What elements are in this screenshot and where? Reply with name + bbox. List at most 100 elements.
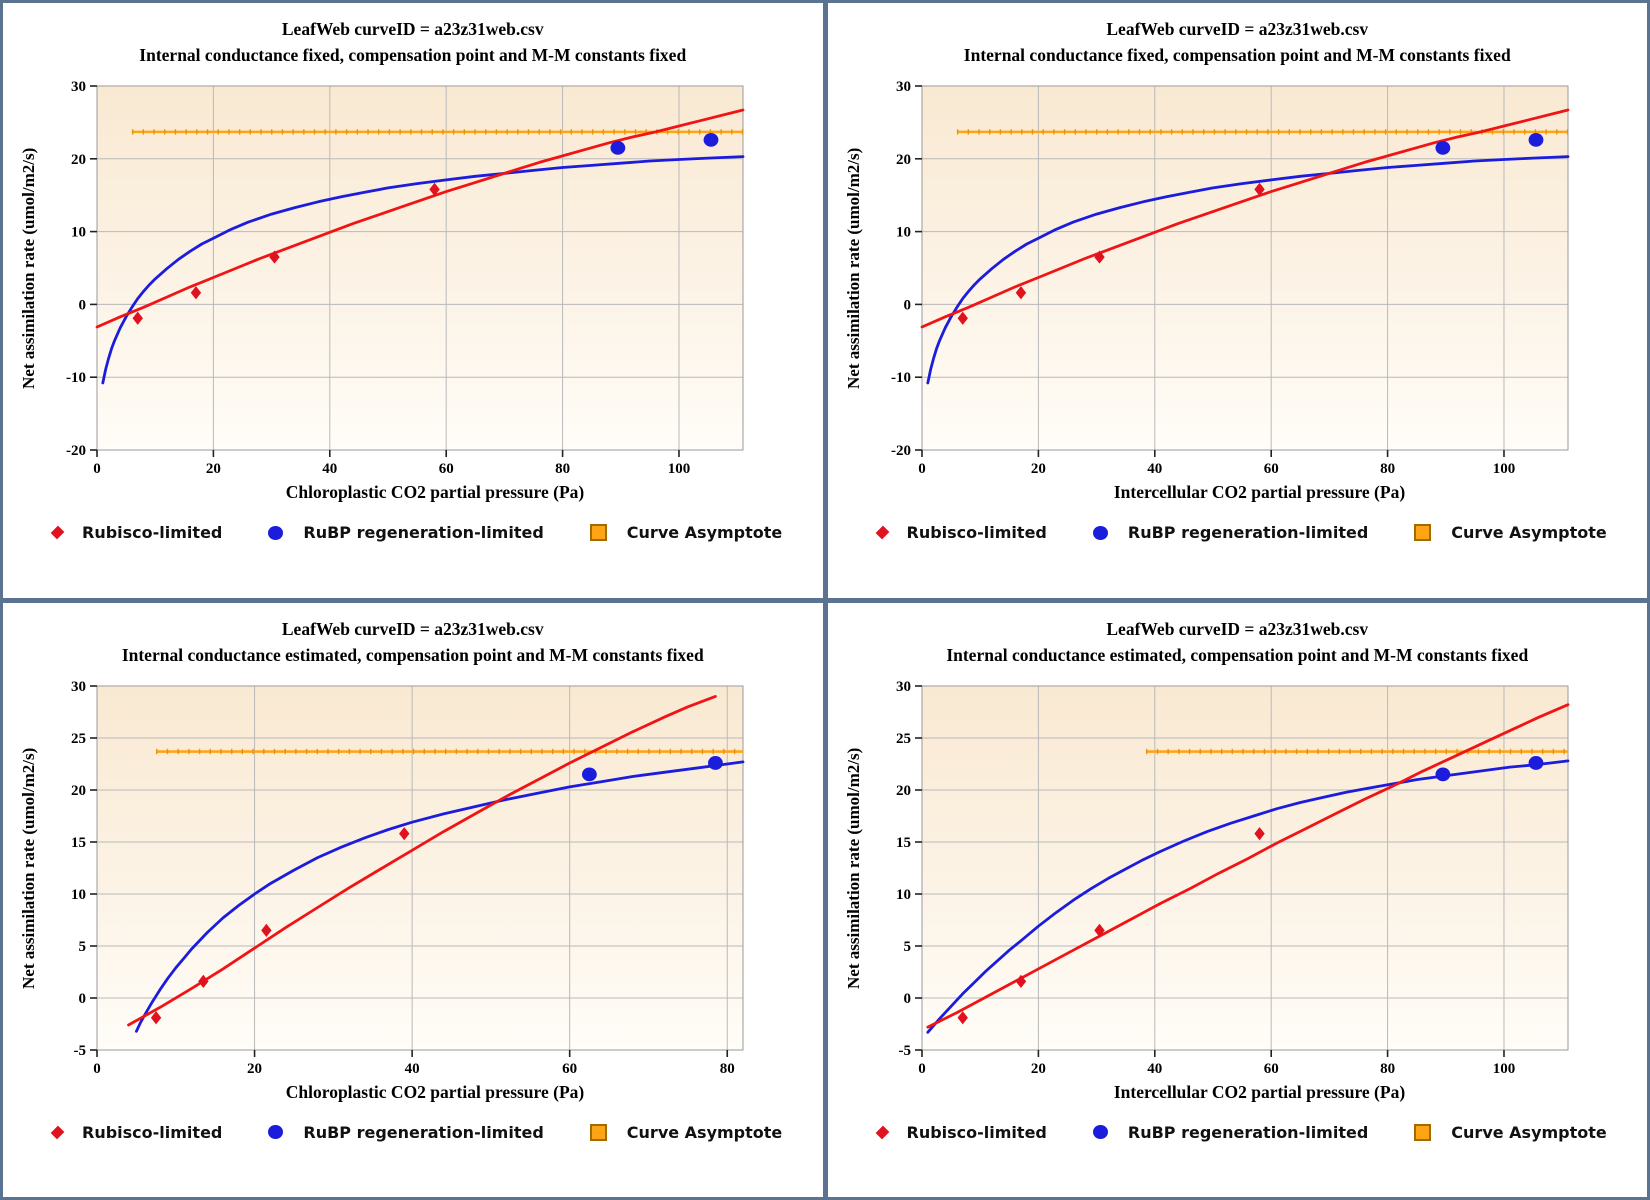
x-axis-title: Chloroplastic CO2 partial pressure (Pa)	[285, 1081, 585, 1102]
svg-text:100: 100	[1492, 461, 1515, 477]
legend-item-asymptote: Curve Asymptote	[589, 1122, 783, 1142]
svg-text:20: 20	[71, 783, 86, 799]
svg-text:60: 60	[1263, 1061, 1278, 1077]
svg-text:80: 80	[720, 1061, 735, 1077]
diamond-icon	[50, 1125, 65, 1139]
svg-text:30: 30	[896, 79, 911, 95]
chart-panel-bottom-right: LeafWeb curveID = a23z31web.csv Internal…	[827, 602, 1648, 1197]
x-axis-title: Intercellular CO2 partial pressure (Pa)	[1113, 1081, 1406, 1102]
legend-item-rubisco: Rubisco-limited	[50, 523, 223, 542]
svg-text:100: 100	[668, 461, 691, 477]
legend-item-rubp: RuBP regeneration-limited	[1092, 523, 1369, 542]
panel-title: LeafWeb curveID = a23z31web.csv	[281, 19, 544, 39]
legend-label: RuBP regeneration-limited	[303, 523, 544, 542]
x-axis-title: Chloroplastic CO2 partial pressure (Pa)	[285, 482, 585, 502]
svg-text:20: 20	[896, 783, 911, 799]
plot-area: 0 20 40 60 80 100 -5 0 5 10 15 20 25 30	[896, 679, 1569, 1077]
chart-row: Net assimilation rate (umol/m2/s) 0 20 40 6…	[832, 78, 1648, 480]
svg-text:0: 0	[93, 461, 101, 477]
svg-text:0: 0	[79, 297, 87, 313]
svg-text:20: 20	[71, 152, 86, 168]
svg-text:40: 40	[322, 461, 337, 477]
svg-text:-10: -10	[66, 370, 86, 386]
svg-text:80: 80	[1380, 1061, 1395, 1077]
svg-text:-20: -20	[891, 443, 911, 459]
legend-label: RuBP regeneration-limited	[1127, 1122, 1369, 1142]
svg-text:40: 40	[405, 1061, 420, 1077]
square-icon	[1414, 1123, 1432, 1141]
circle-icon	[1092, 525, 1108, 540]
plot-area: 0 20 40 60 80 100 -20 -10 0 10 20 30	[891, 79, 1569, 477]
y-axis-title: Net assimilation rate (umol/m2/s)	[19, 147, 38, 389]
svg-text:-10: -10	[891, 370, 911, 386]
svg-text:-5: -5	[74, 1043, 87, 1059]
svg-text:20: 20	[1030, 1061, 1045, 1077]
svg-text:20: 20	[206, 461, 221, 477]
circle-icon	[268, 525, 284, 540]
legend-label: Curve Asymptote	[626, 1122, 783, 1142]
legend: Rubisco-limited RuBP regeneration-limite…	[875, 523, 1648, 542]
legend-item-rubp: RuBP regeneration-limited	[268, 523, 544, 542]
legend-label: RuBP regeneration-limited	[1127, 523, 1369, 542]
diamond-icon	[875, 1125, 889, 1139]
svg-text:30: 30	[71, 79, 86, 95]
chart-row: Net assimilation rate (umol/m2/s) 0 20 40 6…	[832, 678, 1648, 1080]
chart-panel-top-left: LeafWeb curveID = a23z31web.csv Internal…	[3, 3, 823, 598]
legend-label: Rubisco-limited	[82, 523, 223, 542]
svg-text:0: 0	[918, 1061, 926, 1077]
legend-label: Curve Asymptote	[626, 523, 783, 542]
panel-title: LeafWeb curveID = a23z31web.csv	[1106, 19, 1369, 39]
svg-text:25: 25	[71, 731, 86, 747]
svg-text:5: 5	[79, 939, 87, 955]
legend-item-asymptote: Curve Asymptote	[589, 523, 783, 542]
legend-label: Rubisco-limited	[906, 523, 1047, 542]
plot-area: 0 20 40 60 80 100 -20 -10 0 10 20 30	[66, 79, 745, 477]
chart-panel-top-right: LeafWeb curveID = a23z31web.csv Internal…	[827, 3, 1648, 598]
svg-text:40: 40	[1147, 461, 1162, 477]
y-axis-title: Net assimilation rate (umol/m2/s)	[843, 746, 863, 989]
svg-text:5: 5	[903, 939, 911, 955]
svg-text:15: 15	[896, 835, 911, 851]
legend-label: Curve Asymptote	[1451, 523, 1607, 542]
panel-subtitle: Internal conductance fixed, compensation…	[963, 45, 1511, 65]
circle-icon	[268, 1125, 284, 1139]
svg-text:40: 40	[1147, 1061, 1162, 1077]
legend-label: Rubisco-limited	[906, 1122, 1047, 1142]
svg-text:-5: -5	[898, 1043, 911, 1059]
legend: Rubisco-limited RuBP regeneration-limite…	[50, 1122, 823, 1142]
svg-text:0: 0	[93, 1061, 101, 1077]
svg-text:10: 10	[896, 887, 911, 903]
panel-title: LeafWeb curveID = a23z31web.csv	[1106, 618, 1369, 639]
panel-title: LeafWeb curveID = a23z31web.csv	[281, 618, 544, 639]
legend-item-rubisco: Rubisco-limited	[875, 1122, 1047, 1142]
svg-text:15: 15	[71, 835, 86, 851]
square-icon	[589, 1123, 607, 1141]
svg-text:20: 20	[896, 152, 911, 168]
legend: Rubisco-limited RuBP regeneration-limite…	[875, 1122, 1648, 1142]
svg-text:20: 20	[247, 1061, 262, 1077]
legend-item-rubp: RuBP regeneration-limited	[268, 1123, 544, 1142]
legend-item-asymptote: Curve Asymptote	[1414, 1123, 1607, 1142]
chart-row: Net assimilation rate (umol/m2/s) 0 20 40 6…	[7, 78, 823, 480]
svg-text:20: 20	[1030, 461, 1045, 477]
diamond-icon	[875, 525, 889, 540]
svg-text:30: 30	[896, 679, 911, 695]
svg-text:0: 0	[903, 991, 911, 1007]
square-icon	[1414, 524, 1432, 541]
svg-text:-20: -20	[66, 443, 86, 459]
svg-text:0: 0	[903, 297, 911, 313]
svg-text:60: 60	[439, 461, 454, 477]
legend-item-asymptote: Curve Asymptote	[1414, 523, 1607, 542]
svg-text:80: 80	[1380, 461, 1395, 477]
legend-item-rubisco: Rubisco-limited	[50, 1122, 223, 1142]
legend-label: Rubisco-limited	[82, 1122, 223, 1142]
x-axis-title: Intercellular CO2 partial pressure (Pa)	[1113, 482, 1406, 502]
circle-icon	[1092, 1125, 1108, 1139]
svg-text:100: 100	[1492, 1061, 1515, 1077]
svg-text:60: 60	[1263, 461, 1278, 477]
square-icon	[589, 524, 607, 541]
diamond-icon	[50, 525, 65, 540]
y-axis-title: Net assimilation rate (umol/m2/s)	[19, 746, 38, 989]
svg-text:10: 10	[896, 225, 911, 241]
